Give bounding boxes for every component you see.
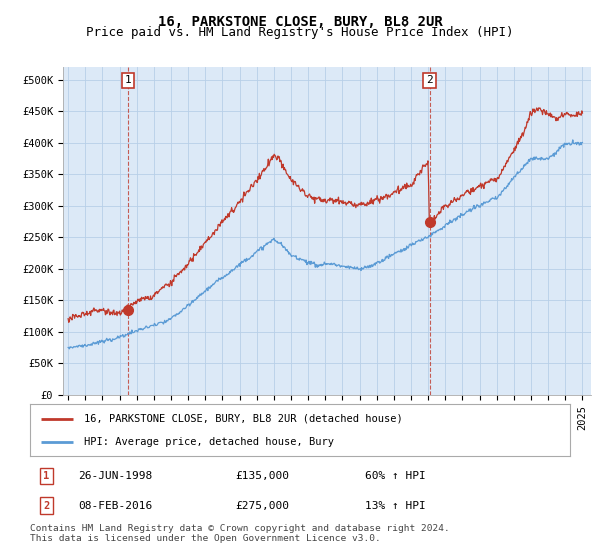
Text: £135,000: £135,000 [235, 471, 289, 481]
Text: 08-FEB-2016: 08-FEB-2016 [79, 501, 153, 511]
Text: 2: 2 [44, 501, 50, 511]
Text: Price paid vs. HM Land Registry's House Price Index (HPI): Price paid vs. HM Land Registry's House … [86, 26, 514, 39]
Text: 16, PARKSTONE CLOSE, BURY, BL8 2UR (detached house): 16, PARKSTONE CLOSE, BURY, BL8 2UR (deta… [84, 414, 403, 424]
Text: 1: 1 [44, 471, 50, 481]
Text: 2: 2 [426, 75, 433, 85]
Text: Contains HM Land Registry data © Crown copyright and database right 2024.
This d: Contains HM Land Registry data © Crown c… [30, 524, 450, 543]
Text: 26-JUN-1998: 26-JUN-1998 [79, 471, 153, 481]
Text: 60% ↑ HPI: 60% ↑ HPI [365, 471, 425, 481]
Text: 16, PARKSTONE CLOSE, BURY, BL8 2UR: 16, PARKSTONE CLOSE, BURY, BL8 2UR [158, 15, 442, 29]
Text: £275,000: £275,000 [235, 501, 289, 511]
Text: 1: 1 [125, 75, 131, 85]
Text: HPI: Average price, detached house, Bury: HPI: Average price, detached house, Bury [84, 437, 334, 447]
Text: 13% ↑ HPI: 13% ↑ HPI [365, 501, 425, 511]
